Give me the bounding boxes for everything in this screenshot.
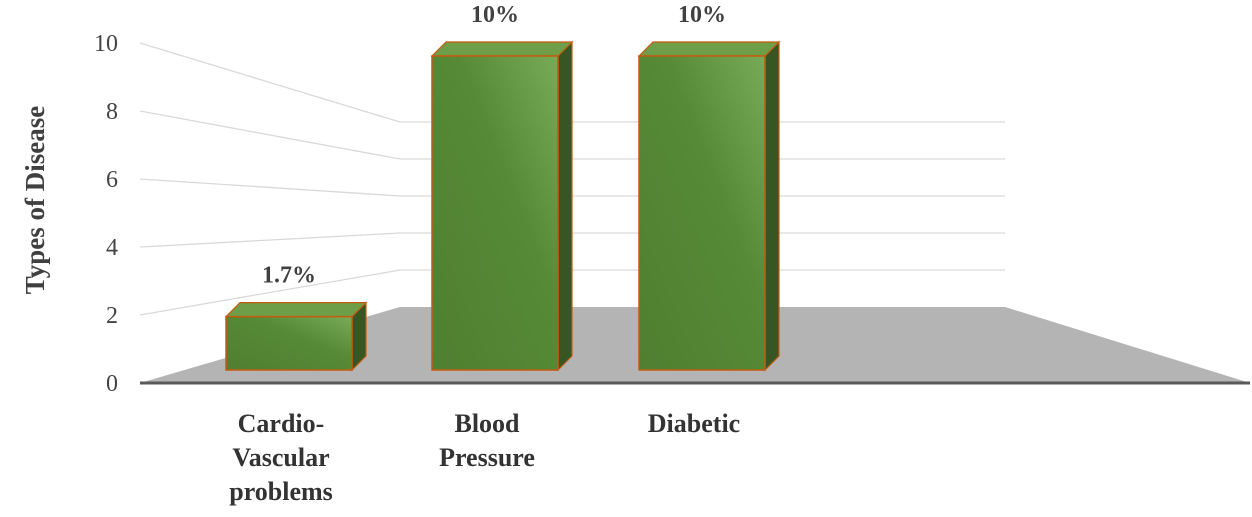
y-axis-ticks: 0 2 4 6 8 10 — [94, 31, 118, 397]
data-label: 10% — [678, 2, 726, 28]
bar-top — [226, 303, 366, 317]
y-tick-label: 6 — [106, 167, 118, 193]
bar-top — [639, 42, 779, 56]
data-label: 10% — [471, 2, 519, 28]
x-axis-categories: Cardio-Vascular problems Blood Pressure Diab… — [229, 409, 740, 506]
bar-side — [765, 42, 779, 370]
y-axis-label: Types of Disease — [20, 106, 50, 295]
bars — [226, 42, 779, 370]
bar-front — [432, 56, 558, 370]
category-label: Blood Pressure — [439, 409, 535, 472]
category-label: Cardio-Vascular problems — [229, 409, 333, 506]
y-tick-label: 4 — [106, 235, 118, 261]
bar-top — [432, 42, 572, 56]
y-tick-label: 8 — [106, 99, 118, 125]
y-tick-label: 10 — [94, 31, 118, 57]
y-tick-label: 2 — [106, 303, 118, 329]
bar-front — [639, 56, 765, 370]
bar — [226, 303, 366, 370]
bar-front — [226, 317, 352, 370]
bar — [639, 42, 779, 370]
data-label: 1.7% — [262, 263, 316, 289]
y-tick-label: 0 — [106, 371, 118, 397]
bar-side — [558, 42, 572, 370]
category-label: Diabetic — [648, 409, 740, 438]
bar — [432, 42, 572, 370]
